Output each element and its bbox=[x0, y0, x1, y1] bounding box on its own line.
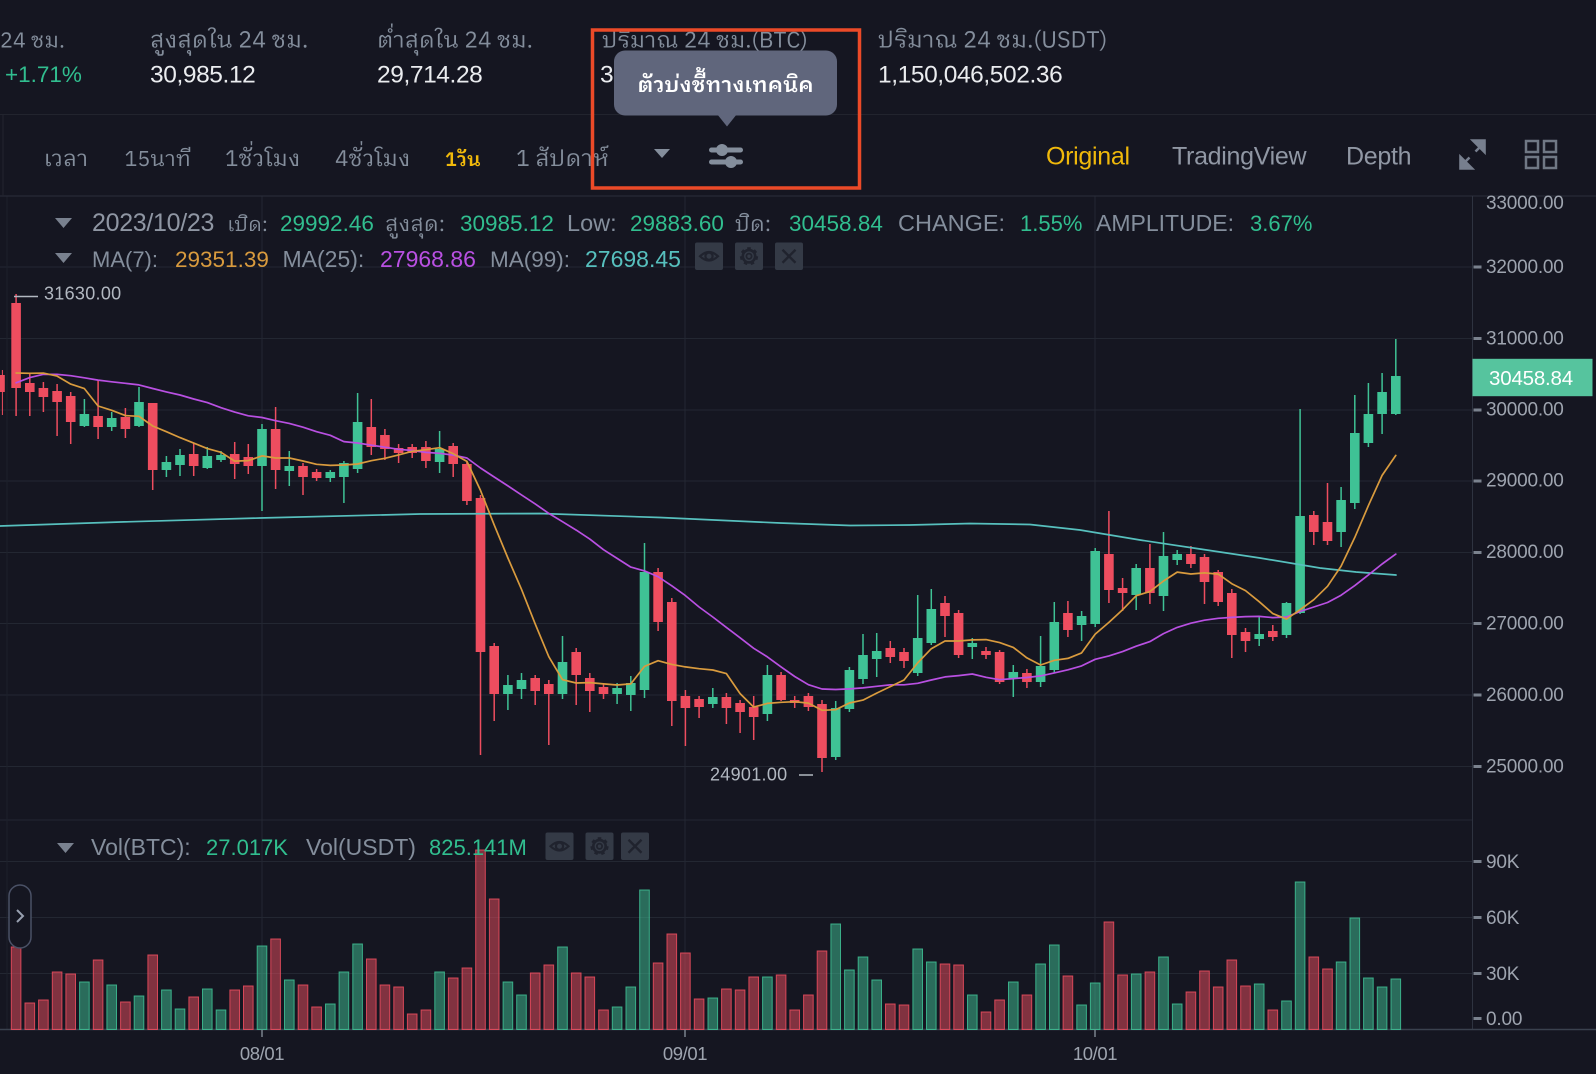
svg-text:3: 3 bbox=[600, 62, 614, 89]
svg-text:29,714.28: 29,714.28 bbox=[377, 62, 482, 89]
svg-text:30K: 30K bbox=[1486, 964, 1520, 985]
svg-text:Vol(USDT): Vol(USDT) bbox=[306, 834, 416, 860]
svg-text:MA(7):: MA(7): bbox=[92, 247, 158, 272]
svg-text:09/01: 09/01 bbox=[663, 1043, 707, 1064]
svg-text:MA(99):: MA(99): bbox=[490, 247, 570, 272]
svg-text:2023/10/23: 2023/10/23 bbox=[92, 209, 214, 237]
svg-text:1.55%: 1.55% bbox=[1020, 211, 1082, 236]
svg-text:29883.60: 29883.60 bbox=[630, 211, 724, 236]
svg-text:TradingView: TradingView bbox=[1172, 143, 1308, 171]
svg-text:825.141M: 825.141M bbox=[429, 835, 527, 860]
svg-text:+1.71%: +1.71% bbox=[5, 62, 82, 87]
svg-text:28000.00: 28000.00 bbox=[1486, 542, 1564, 563]
svg-text:27698.45: 27698.45 bbox=[585, 246, 681, 272]
svg-text:29351.39: 29351.39 bbox=[175, 247, 269, 272]
svg-text:30458.84: 30458.84 bbox=[789, 211, 883, 236]
svg-text:30458.84: 30458.84 bbox=[1489, 367, 1573, 390]
svg-text:AMPLITUDE:: AMPLITUDE: bbox=[1096, 210, 1234, 236]
svg-text:27968.86: 27968.86 bbox=[380, 246, 476, 272]
svg-text:MA(25):: MA(25): bbox=[283, 246, 365, 272]
svg-text:27.017K: 27.017K bbox=[206, 835, 288, 860]
svg-text:27000.00: 27000.00 bbox=[1486, 614, 1564, 635]
svg-text:33000.00: 33000.00 bbox=[1486, 193, 1564, 214]
svg-text:Original: Original bbox=[1046, 143, 1130, 171]
svg-text:3.67%: 3.67% bbox=[1250, 211, 1312, 236]
svg-text:30,985.12: 30,985.12 bbox=[150, 62, 255, 89]
svg-text:Depth: Depth bbox=[1346, 143, 1411, 171]
svg-text:25000.00: 25000.00 bbox=[1486, 757, 1564, 778]
svg-text:30000.00: 30000.00 bbox=[1486, 400, 1564, 421]
svg-text:08/01: 08/01 bbox=[240, 1043, 284, 1064]
svg-text:90K: 90K bbox=[1486, 852, 1520, 873]
svg-text:31630.00: 31630.00 bbox=[44, 284, 121, 304]
svg-text:0.00: 0.00 bbox=[1486, 1009, 1522, 1030]
svg-text:30985.12: 30985.12 bbox=[460, 211, 554, 236]
svg-text:29000.00: 29000.00 bbox=[1486, 471, 1564, 492]
svg-text:1,150,046,502.36: 1,150,046,502.36 bbox=[878, 62, 1062, 89]
svg-text:32000.00: 32000.00 bbox=[1486, 257, 1564, 278]
svg-text:Low:: Low: bbox=[567, 210, 617, 236]
svg-text:24901.00: 24901.00 bbox=[710, 765, 787, 785]
svg-text:29992.46: 29992.46 bbox=[280, 211, 374, 236]
svg-text:60K: 60K bbox=[1486, 908, 1520, 929]
svg-text:CHANGE:: CHANGE: bbox=[898, 210, 1005, 236]
svg-text:Vol(BTC):: Vol(BTC): bbox=[91, 834, 191, 860]
svg-text:26000.00: 26000.00 bbox=[1486, 685, 1564, 706]
svg-text:10/01: 10/01 bbox=[1073, 1043, 1117, 1064]
svg-text:31000.00: 31000.00 bbox=[1486, 329, 1564, 350]
